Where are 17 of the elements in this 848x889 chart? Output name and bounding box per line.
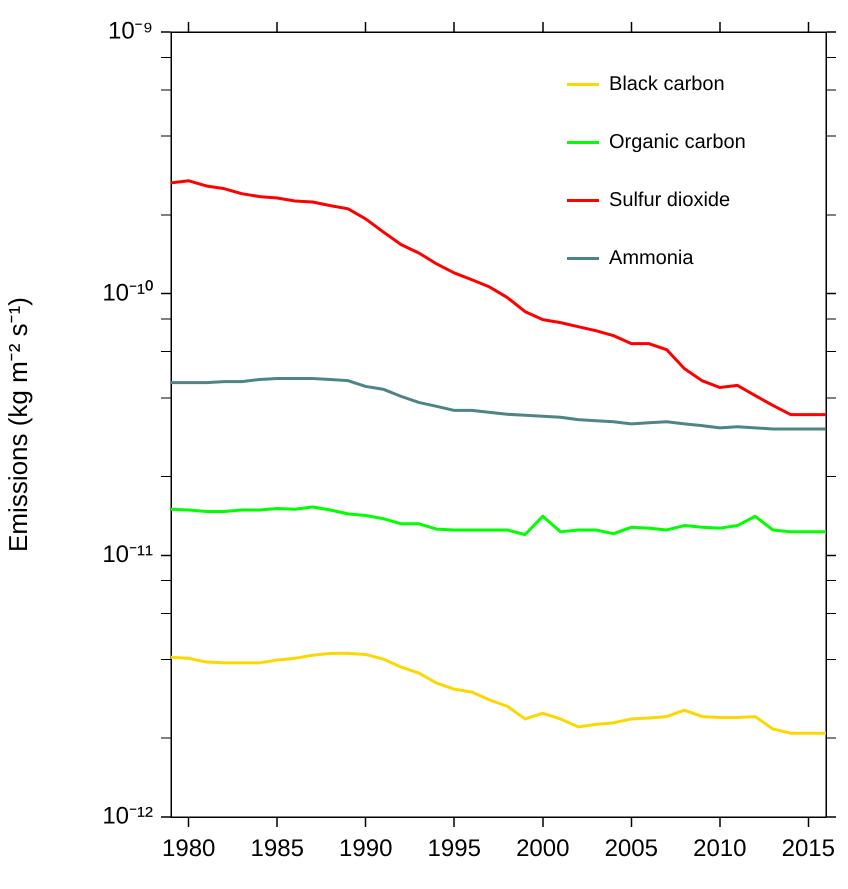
x-tick-label: 2010 — [693, 835, 746, 862]
legend-label: Organic carbon — [609, 131, 746, 153]
x-tick-label: 2015 — [782, 835, 835, 862]
y-tick-label: 10⁻⁹ — [108, 18, 153, 45]
x-tick-label: 2005 — [604, 835, 658, 862]
legend-label: Ammonia — [609, 247, 694, 269]
y-tick-label: 10⁻¹¹ — [102, 540, 153, 568]
y-axis-title: Emissions (kg m⁻² s⁻¹) — [2, 297, 33, 552]
legend-label: Sulfur dioxide — [609, 189, 730, 211]
y-tick-label: 10⁻¹⁰ — [102, 279, 153, 306]
y-tick-label: 10⁻¹² — [102, 802, 153, 830]
x-tick-label: 1990 — [339, 835, 392, 862]
legend-label: Black carbon — [609, 73, 725, 95]
x-tick-label: 1995 — [428, 835, 481, 862]
x-tick-label: 2000 — [516, 835, 570, 862]
x-tick-label: 1985 — [250, 835, 304, 862]
x-tick-label: 1980 — [162, 835, 216, 862]
